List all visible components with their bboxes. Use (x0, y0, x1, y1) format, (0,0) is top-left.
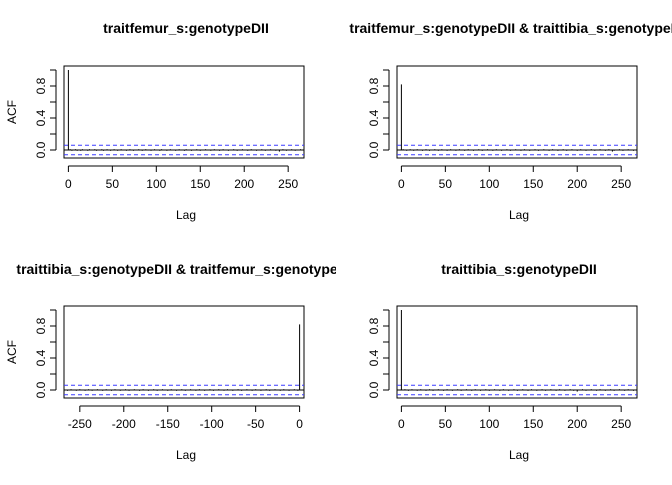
y-tick-label: 0.4 (34, 349, 48, 366)
y-tick-label: 0.4 (34, 109, 48, 126)
acf-panel: traitfemur_s:genotypeDII Lag ACF 0 50 100 1… (5, 20, 305, 222)
y-tick-label: 0.8 (34, 317, 48, 334)
x-axis-label: Lag (509, 448, 529, 462)
x-tick-label: -150 (156, 417, 180, 431)
y-tick-label: 0.8 (367, 77, 381, 94)
x-tick-label: 150 (523, 177, 543, 191)
x-axis-label: Lag (509, 208, 529, 222)
y-tick-label: 0.8 (367, 317, 381, 334)
x-axis-label: Lag (176, 208, 196, 222)
x-axis-label: Lag (176, 448, 196, 462)
x-tick-label: 200 (567, 417, 587, 431)
x-tick-label: -100 (200, 417, 224, 431)
plot-frame (396, 305, 638, 399)
panel-title: traitfemur_s:genotypeDII & traittibia_s:… (349, 20, 672, 36)
y-tick-label: 0.4 (367, 349, 381, 366)
x-tick-label: 150 (523, 417, 543, 431)
x-tick-label: 50 (439, 417, 453, 431)
x-tick-label: 250 (278, 177, 298, 191)
y-tick-label: 0.4 (367, 109, 381, 126)
x-tick-label: 0 (398, 177, 405, 191)
y-tick-label: 0.0 (34, 381, 48, 398)
acf-panel: traitfemur_s:genotypeDII & traittibia_s:… (349, 20, 672, 222)
x-tick-label: 150 (190, 177, 210, 191)
plot-frame (63, 305, 305, 399)
y-axis-label: ACF (5, 340, 19, 364)
panel-title: traitfemur_s:genotypeDII (103, 20, 269, 36)
x-tick-label: 200 (234, 177, 254, 191)
x-tick-label: 50 (106, 177, 120, 191)
y-axis-label: ACF (5, 100, 19, 124)
acf-panel: traittibia_s:genotypeDII Lag 0 50 100 150 20… (367, 261, 638, 462)
acf-panel: traittibia_s:genotypeDII & traitfemur_s:… (5, 261, 355, 462)
x-tick-label: 0 (65, 177, 72, 191)
plot-frame (63, 65, 305, 159)
x-tick-label: 0 (296, 417, 303, 431)
x-tick-label: 100 (146, 177, 166, 191)
x-tick-label: 250 (611, 417, 631, 431)
x-tick-label: 250 (611, 177, 631, 191)
y-tick-label: 0.0 (367, 141, 381, 158)
x-tick-label: -200 (112, 417, 136, 431)
panel-title: traittibia_s:genotypeDII (441, 261, 597, 277)
y-tick-label: 0.8 (34, 77, 48, 94)
x-tick-label: 100 (479, 417, 499, 431)
y-tick-label: 0.0 (34, 141, 48, 158)
x-tick-label: 50 (439, 177, 453, 191)
x-tick-label: 200 (567, 177, 587, 191)
x-tick-label: -50 (247, 417, 265, 431)
y-tick-label: 0.0 (367, 381, 381, 398)
x-tick-label: 100 (479, 177, 499, 191)
x-tick-label: -250 (68, 417, 92, 431)
x-tick-label: 0 (398, 417, 405, 431)
panel-title: traittibia_s:genotypeDII & traitfemur_s:… (16, 261, 355, 277)
plot-frame (396, 65, 638, 159)
